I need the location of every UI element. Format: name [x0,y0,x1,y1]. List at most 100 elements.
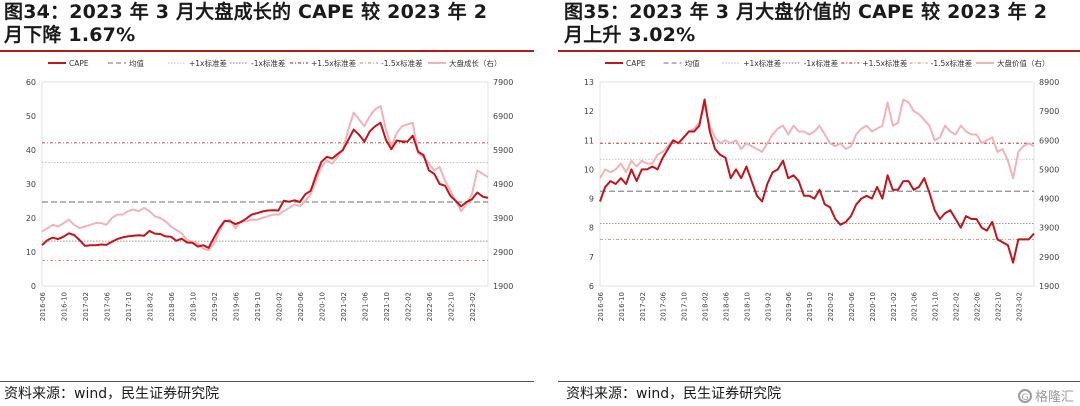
y-left-tick-label: 30 [26,180,36,189]
legend-entry: +1x标准差 [743,58,781,68]
x-tick-label: 2021-02 [340,292,348,321]
chart-title: 图35：2023 年 3 月大盘价值的 CAPE 较 2023 年 2 月上升 … [564,1,1048,46]
source-rule [558,381,1080,382]
title-rule [0,50,534,52]
x-tick-label: 2019-10 [806,292,814,321]
chart-plot-large-growth: CAPE 均值 +1x标准差 -1x标准差 +1.5x标准差 -1.5x标准差 大盘成长（右… [26,58,514,321]
x-tick-label: 2019-06 [232,291,240,321]
y-left-tick-label: 13 [584,78,594,87]
y-right-tick-label: 7900 [1039,107,1059,116]
y-right-tick-label: 1900 [1039,282,1059,291]
x-tick-label: 2020-06 [848,291,856,321]
watermark-icon: G [1017,388,1032,403]
x-tick-label: 2022-10 [447,292,455,321]
x-tick-label: 2017-02 [82,292,90,321]
chart-plot-large-value: CAPE 均值 +1x标准差 -1x标准差 +1.5x标准差 -1.5x标准差 大盘价值（右… [584,58,1060,321]
x-tick-label: 2019-10 [254,292,262,321]
watermark-text: 格隆汇 [1034,390,1074,405]
legend-entry: -1x标准差 [251,58,286,68]
y-right-tick-label: 5900 [1039,165,1059,174]
x-tick-label: 2022-06 [973,291,981,321]
x-tick-label: 2022-02 [953,292,961,321]
y-left-tick-label: 11 [584,136,594,145]
legend-entry: 均值 [685,58,701,68]
chart-panel-large-value: 图35：2023 年 3 月大盘价值的 CAPE 较 2023 年 2 月上升 … [558,0,1080,406]
y-right-tick-label: 3900 [493,214,513,223]
index-series-line [599,98,1035,180]
x-tick-label: 2021-10 [383,292,391,321]
x-tick-label: 2022-10 [994,292,1002,321]
legend-entry: 均值 [129,58,144,68]
cape-series-line [599,98,1035,264]
legend-entry: +1.5x标准差 [862,58,908,68]
y-right-tick-label: 8900 [1039,78,1059,87]
y-left-tick-label: 50 [26,112,36,121]
x-tick-label: 2021-02 [890,292,898,321]
legend-entry: CAPE [69,59,89,68]
x-tick-label: 2016-06 [597,291,605,321]
plot-area [599,81,1035,287]
x-tick-label: 2023-02 [469,292,477,321]
legend-entry: 大盘成长（右） [449,58,502,68]
x-tick-label: 2017-10 [125,292,133,321]
y-left-tick-label: 8 [589,224,594,233]
x-tick-label: 2017-06 [103,291,111,321]
y-left-tick-label: 7 [589,253,594,262]
y-right-tick-label: 2900 [493,248,513,257]
source-note: 资料来源：wind，民生证券研究院 [566,386,782,402]
chart-title: 图34：2023 年 3 月大盘成长的 CAPE 较 2023 年 2 月下降 … [4,1,488,46]
x-tick-label: 2017-06 [660,291,668,321]
y-left-tick-label: 9 [589,195,594,204]
legend-entry: +1x标准差 [189,58,227,68]
legend-entry: +1.5x标准差 [311,58,357,68]
y-right-tick-label: 4900 [493,180,513,189]
legend-entry: 大盘价值（右） [997,58,1050,68]
y-left-tick-label: 10 [584,165,594,174]
title-rule [558,50,1080,52]
x-tick-label: 2022-02 [404,292,412,321]
x-tick-label: 2018-06 [168,291,176,321]
x-tick-label: 2017-02 [639,292,647,321]
y-left-tick-label: 60 [26,78,36,87]
x-tick-label: 2020-02 [275,292,283,321]
x-tick-label: 2020-10 [869,292,877,321]
y-right-tick-label: 5900 [493,146,513,155]
x-tick-label: 2017-10 [681,292,689,321]
x-tick-label: 2019-06 [785,291,793,321]
x-tick-label: 2018-10 [189,292,197,321]
y-left-tick-label: 6 [589,282,594,291]
legend-entry: -1.5x标准差 [931,58,973,68]
x-tick-label: 2020-10 [318,292,326,321]
x-tick-label: 2016-10 [60,292,68,321]
source-rule [0,381,534,382]
y-right-tick-label: 6900 [493,112,513,121]
x-tick-label: 2021-06 [911,291,919,321]
y-left-tick-label: 40 [26,146,36,155]
x-tick-label: 2018-06 [722,291,730,321]
y-right-tick-label: 6900 [1039,136,1059,145]
x-tick-label: 2016-10 [618,292,626,321]
index-series-line [41,104,489,252]
x-tick-label: 2018-02 [146,292,154,321]
y-left-tick-label: 12 [584,107,594,116]
x-tick-label: 2021-10 [932,292,940,321]
x-tick-label: 2020-02 [827,292,835,321]
y-left-tick-label: 0 [31,282,36,291]
y-left-tick-label: 10 [26,248,36,257]
x-tick-label: 2019-02 [211,292,219,321]
y-left-tick-label: 20 [26,214,36,223]
y-right-tick-label: 4900 [1039,195,1059,204]
chart-panel-large-growth: 图34：2023 年 3 月大盘成长的 CAPE 较 2023 年 2 月下降 … [0,0,534,406]
y-right-tick-label: 2900 [1039,253,1059,262]
source-note: 资料来源：wind，民生证券研究院 [4,386,220,402]
x-tick-label: 2016-06 [39,291,47,321]
legend-entry: -1.5x标准差 [381,58,423,68]
x-tick-label: 2022-06 [426,291,434,321]
x-tick-label: 2018-10 [743,292,751,321]
cape-series-line [41,121,489,249]
x-tick-label: 2018-02 [702,292,710,321]
x-tick-label: 2020-06 [297,291,305,321]
watermark-logo: G 格隆汇 [1017,386,1074,405]
y-right-tick-label: 3900 [1039,224,1059,233]
legend-entry: -1x标准差 [804,58,839,68]
